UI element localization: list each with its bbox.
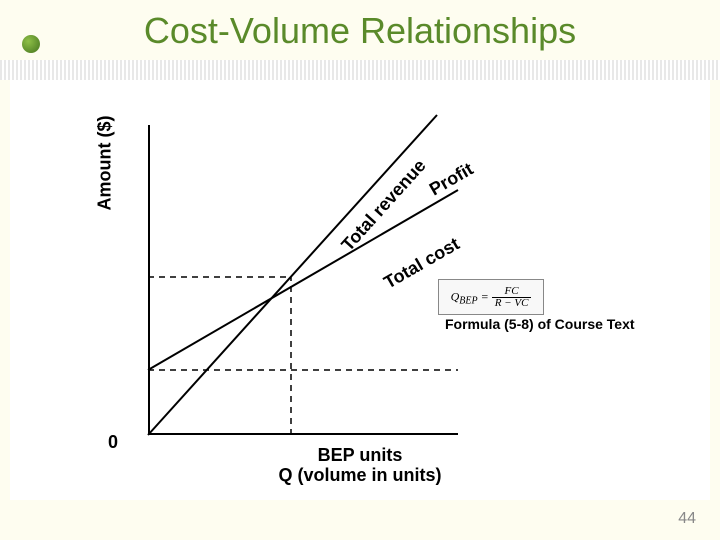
- y-axis-label: Amount ($): [95, 116, 116, 211]
- slide-title: Cost-Volume Relationships: [0, 10, 720, 52]
- decorative-stripe: [0, 60, 720, 80]
- x-label-line2: Q (volume in units): [240, 466, 480, 486]
- page-number: 44: [678, 510, 696, 528]
- formula-caption: Formula (5-8) of Course Text: [445, 316, 635, 332]
- formula-box: QBEP = FC R − VC: [438, 279, 544, 315]
- x-label-line1: BEP units: [240, 446, 480, 466]
- origin-label: 0: [108, 432, 118, 453]
- formula-text: QBEP = FC R − VC: [451, 286, 532, 309]
- x-axis-label: BEP units Q (volume in units): [240, 446, 480, 486]
- cvp-chart: Total revenue Total cost Profit: [148, 125, 458, 435]
